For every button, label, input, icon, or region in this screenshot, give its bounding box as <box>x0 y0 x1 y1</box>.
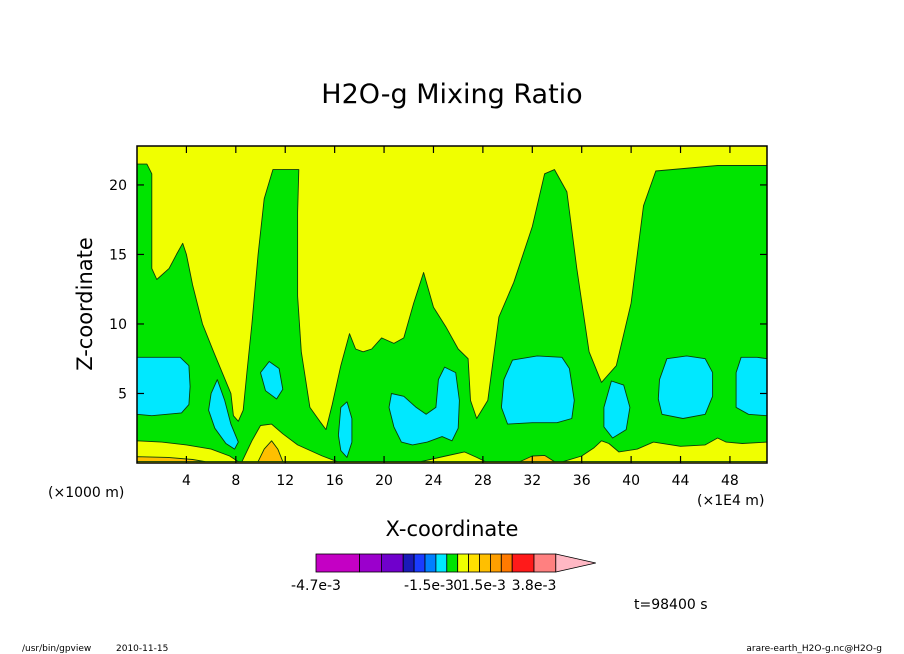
x-tick-label: 48 <box>721 473 739 489</box>
contour-regions <box>136 163 768 463</box>
contour-region-cyan-5 <box>388 366 460 446</box>
contour-region-yellow-12 <box>420 451 486 463</box>
x-tick-label: 4 <box>182 473 191 489</box>
colorbar-segment <box>489 553 502 573</box>
contour-region-orange-16 <box>519 454 555 463</box>
colorbar-segment <box>479 553 491 573</box>
plot-frame <box>136 145 768 464</box>
x-tick-labels: 4 8 12 16 20 24 28 32 36 40 44 48 <box>182 473 739 489</box>
colorbar-segment <box>511 553 535 573</box>
colorbar-segment <box>359 553 382 573</box>
colorbar-segment <box>424 553 437 573</box>
colorbar-labels: -4.7e-3 -1.5e-3 01.5e-3 3.8e-3 <box>291 578 556 594</box>
contour-region-orange-14 <box>257 440 284 463</box>
colorbar-label: 1.5e-3 <box>461 578 506 594</box>
y-axis-label: Z-coordinate <box>73 237 97 371</box>
colorbar-segment <box>435 553 448 573</box>
contour-region-yellow-10 <box>136 440 239 463</box>
contour-region-cyan-8 <box>657 355 714 419</box>
contour-region-cyan-7 <box>603 380 631 439</box>
colorbar-label: 3.8e-3 <box>512 578 557 594</box>
x-unit-label: (×1E4 m) <box>697 493 764 509</box>
colorbar-segment <box>446 553 459 573</box>
x-tick-label: 16 <box>326 473 344 489</box>
colorbar <box>315 553 596 573</box>
x-tick-label: 36 <box>573 473 591 489</box>
y-tick-labels: 5 10 15 20 <box>109 178 127 403</box>
colorbar-extend-triangle <box>555 553 596 573</box>
x-tick-label: 32 <box>523 473 541 489</box>
x-axis-label: X-coordinate <box>386 517 519 541</box>
contour-region-cyan-6 <box>500 355 575 425</box>
colorbar-segment <box>468 553 480 573</box>
colorbar-segment <box>413 553 426 573</box>
x-ticks <box>185 146 731 463</box>
y-tick-label: 15 <box>109 247 127 263</box>
contour-region-cyan-4 <box>337 401 353 458</box>
y-unit-label: (×1000 m) <box>48 485 124 501</box>
y-tick-label: 5 <box>118 386 127 402</box>
time-label: t=98400 s <box>634 597 708 613</box>
colorbar-label: 0 <box>453 578 462 594</box>
x-tick-label: 44 <box>672 473 690 489</box>
footer-file-var: arare-earth_H2O-g.nc@H2O-g <box>746 644 882 654</box>
colorbar-segment <box>457 553 470 573</box>
colorbar-segment <box>500 553 513 573</box>
y-tick-label: 10 <box>109 317 127 333</box>
x-tick-label: 24 <box>425 473 443 489</box>
chart-title: H2O-g Mixing Ratio <box>321 79 582 110</box>
x-tick-label: 28 <box>474 473 492 489</box>
contour-region-cyan-3 <box>260 361 284 400</box>
y-ticks <box>137 184 767 395</box>
colorbar-label: -1.5e-3 <box>404 578 454 594</box>
contour-region-cyan-9 <box>735 356 768 417</box>
plot-area <box>136 145 768 464</box>
colorbar-segment <box>402 553 415 573</box>
footer-program-path: /usr/bin/gpview <box>22 644 91 654</box>
x-tick-label: 12 <box>276 473 294 489</box>
colorbar-segment <box>315 553 360 573</box>
footer-date: 2010-11-15 <box>116 644 168 654</box>
x-tick-label: 40 <box>622 473 640 489</box>
colorbar-segment <box>380 553 404 573</box>
x-tick-label: 20 <box>375 473 393 489</box>
contour-region-cyan-1 <box>136 356 191 417</box>
colorbar-segment <box>533 553 557 573</box>
y-tick-label: 20 <box>109 178 127 194</box>
contour-region-cyan-2 <box>208 379 239 450</box>
contour-region-yellow-13 <box>562 437 768 463</box>
colorbar-label: -4.7e-3 <box>291 578 341 594</box>
x-tick-label: 8 <box>231 473 240 489</box>
